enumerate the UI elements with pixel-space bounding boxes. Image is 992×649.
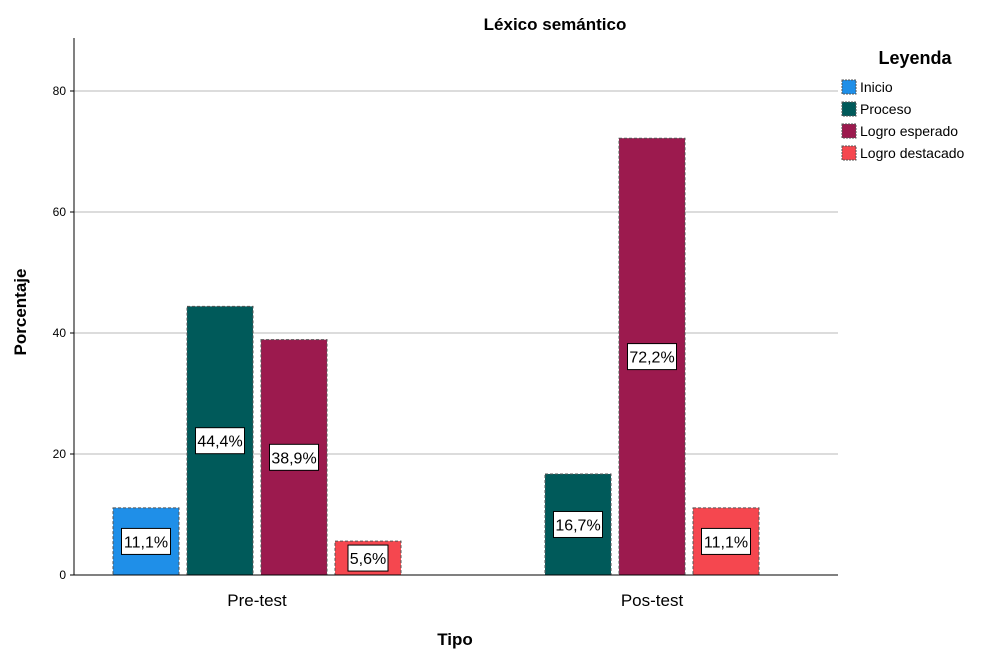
legend-title: Leyenda xyxy=(878,48,952,68)
x-ticks: Pre-test Pos-test xyxy=(227,591,683,610)
data-label-text: 5,6% xyxy=(350,551,386,568)
data-label-box xyxy=(627,343,677,371)
data-label-box xyxy=(269,443,319,471)
data-label: 72,2% xyxy=(627,343,677,371)
legend-swatch xyxy=(841,79,857,95)
y-tick-label: 80 xyxy=(53,84,67,98)
data-label-box xyxy=(121,527,171,555)
legend-swatch xyxy=(841,145,857,161)
y-tick-label: 60 xyxy=(53,205,67,219)
x-tick-label: Pos-test xyxy=(621,591,684,610)
data-label-text: 16,7% xyxy=(555,517,600,534)
data-label-text: 11,1% xyxy=(124,534,168,551)
data-label-text: 38,9% xyxy=(271,450,316,467)
y-axis-title: Porcentaje xyxy=(11,269,30,356)
legend-swatch xyxy=(841,101,857,117)
data-label-text: 11,1% xyxy=(704,534,748,551)
data-label: 38,9% xyxy=(269,443,319,471)
x-axis-title: Tipo xyxy=(437,630,473,649)
data-label: 16,7% xyxy=(553,510,603,538)
data-label-box xyxy=(553,510,603,538)
data-label-box xyxy=(701,527,751,555)
legend-label: Inicio xyxy=(860,79,893,95)
x-tick-label: Pre-test xyxy=(227,591,287,610)
data-label: 44,4% xyxy=(195,427,245,455)
data-label-text: 44,4% xyxy=(197,434,242,451)
legend-label: Logro destacado xyxy=(860,145,965,161)
data-label: 11,1% xyxy=(121,527,171,555)
y-ticks: 0 20 40 60 80 xyxy=(53,84,74,582)
legend-label: Proceso xyxy=(860,101,912,117)
legend: Leyenda Inicio Proceso Logro esperado Logro… xyxy=(841,48,965,161)
chart-title: Léxico semántico xyxy=(484,15,627,34)
data-labels: 11,1% 44,4% 38,9% 5,6% 16,7% 72,2% 11,1% xyxy=(121,343,751,572)
y-tick-label: 0 xyxy=(59,568,66,582)
data-label-box xyxy=(195,427,245,455)
data-label: 5,6% xyxy=(347,544,389,572)
data-label-text: 72,2% xyxy=(629,350,674,367)
axes xyxy=(73,38,838,576)
y-tick-label: 20 xyxy=(53,447,67,461)
legend-label: Logro esperado xyxy=(860,123,958,139)
data-label: 11,1% xyxy=(701,527,751,555)
data-label-box xyxy=(347,544,389,572)
y-tick-label: 40 xyxy=(53,326,67,340)
legend-swatch xyxy=(841,123,857,139)
